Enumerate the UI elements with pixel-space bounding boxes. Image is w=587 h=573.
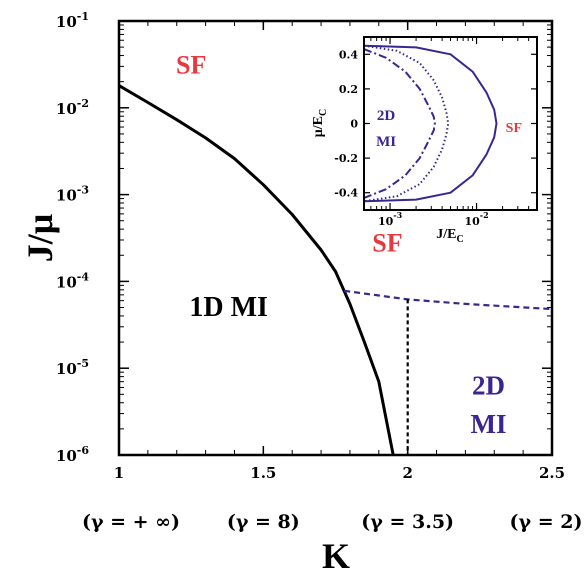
inset-region-label: MI [376, 134, 396, 150]
x-tick-label: 2.5 [539, 464, 565, 482]
region-label: 2D [472, 370, 505, 400]
gamma-label: (γ = 8) [227, 511, 300, 533]
y-tick-label: 10-6 [56, 444, 89, 465]
x-tick-label: 1.5 [250, 464, 276, 482]
y-tick-label: 10-3 [56, 184, 89, 205]
x-tick-label: 1 [114, 464, 124, 482]
inset-series-line [363, 48, 436, 199]
inset-y-tick-label: 0 [350, 118, 358, 131]
main-plot-frame [117, 19, 554, 457]
inset-region-label: 2D [377, 108, 396, 124]
x-tick-label: 2 [402, 464, 412, 482]
y-tick-label: 10-4 [56, 270, 89, 291]
region-label: MI [470, 409, 506, 439]
main-series [118, 84, 553, 456]
main-tick-labels: 1 1.5 2 2.5 10-6 10-5 10-4 10-3 10-2 10-1 [56, 10, 565, 482]
gamma-label: (γ = 3.5) [361, 511, 454, 533]
inset-series-line [363, 44, 498, 203]
inset-plot-frame [363, 36, 538, 211]
region-label: SF [176, 50, 206, 79]
inset-region-labels: 2D MI SF [376, 108, 522, 150]
inset-y-tick-label: 0.2 [339, 83, 358, 96]
series-line [118, 84, 395, 456]
inset-y-tick-label: 0.4 [339, 48, 358, 61]
inset-background [364, 37, 537, 210]
y-axis-title: J/μ [20, 214, 60, 262]
inset-y-tick-label: -0.4 [334, 187, 358, 200]
inset-region-label: SF [506, 121, 522, 136]
region-label: 1D MI [189, 292, 268, 323]
main-region-labels: SF SF 1D MI 2D MI [176, 50, 506, 439]
gamma-label: (γ = 2) [510, 511, 583, 533]
y-tick-label: 10-2 [56, 97, 89, 118]
gamma-label: (γ = + ∞) [82, 511, 180, 533]
x-axis-title: K [322, 536, 350, 573]
inset-tick-labels: 0.4 0.2 0 -0.2 -0.4 10-3 10-2 [334, 48, 488, 228]
inset-x-tick-label: 10-3 [378, 210, 403, 228]
y-tick-label: 10-1 [56, 10, 89, 31]
inset-series [363, 44, 498, 203]
region-label: SF [372, 229, 402, 258]
inset-x-axis-title: J/EC [436, 227, 463, 245]
inset-x-tick-label: 10-2 [464, 210, 488, 228]
gamma-labels: (γ = + ∞) (γ = 8) (γ = 3.5) (γ = 2) [82, 511, 582, 533]
y-tick-label: 10-5 [56, 357, 89, 378]
inset-y-axis-title: μ/EC [311, 109, 329, 137]
inset-y-tick-label: -0.2 [334, 152, 358, 165]
series-line [344, 289, 553, 311]
